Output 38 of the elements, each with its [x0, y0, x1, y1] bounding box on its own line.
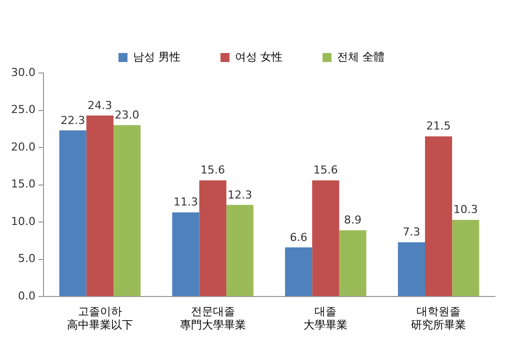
legend-label: 남성 男性: [133, 50, 181, 64]
text: 15.6: [313, 164, 338, 177]
bar: [398, 242, 426, 296]
y-tick-label: 10.0: [10, 214, 36, 228]
text: 6.6: [290, 230, 308, 244]
x-tick-label: 대졸 大學畢業: [304, 305, 348, 332]
bar: [199, 180, 226, 296]
x-tick-label: 고졸이하 高中畢業以下: [66, 305, 133, 332]
legend-label: 여성 女性: [235, 50, 282, 64]
bar: [425, 136, 452, 296]
text: 23.0: [114, 108, 140, 122]
text: 22.3: [60, 114, 86, 127]
y-tick-label: 15.0: [10, 178, 36, 191]
text: 12.3: [228, 188, 252, 202]
text: 7.3: [402, 226, 420, 239]
text: 24.3: [88, 98, 112, 112]
bar: [86, 115, 114, 296]
y-tick-label: 20.0: [10, 140, 36, 154]
text: 21.5: [426, 120, 451, 133]
bar: [285, 247, 312, 296]
bar: [59, 130, 86, 296]
legend-label: 전체 全體: [337, 50, 384, 64]
x-tick-label: 전문대졸 專門大學畢業: [180, 305, 246, 332]
y-tick-label: 0.0: [18, 289, 36, 302]
bar: [339, 230, 366, 296]
x-tick-label: 대학원졸 研究所畢業: [411, 305, 466, 332]
y-tick-label: 30.0: [10, 66, 36, 79]
bar: [452, 220, 480, 296]
bar: [172, 212, 200, 296]
bar: [113, 125, 141, 296]
bar: [226, 204, 254, 296]
text: 10.3: [453, 203, 478, 216]
bar: [312, 180, 340, 296]
text: 11.3: [173, 196, 198, 209]
y-tick-label: 25.0: [10, 103, 36, 116]
y-tick-label: 5.0: [18, 252, 36, 266]
text: 8.9: [344, 214, 362, 227]
text: 15.6: [200, 164, 226, 177]
